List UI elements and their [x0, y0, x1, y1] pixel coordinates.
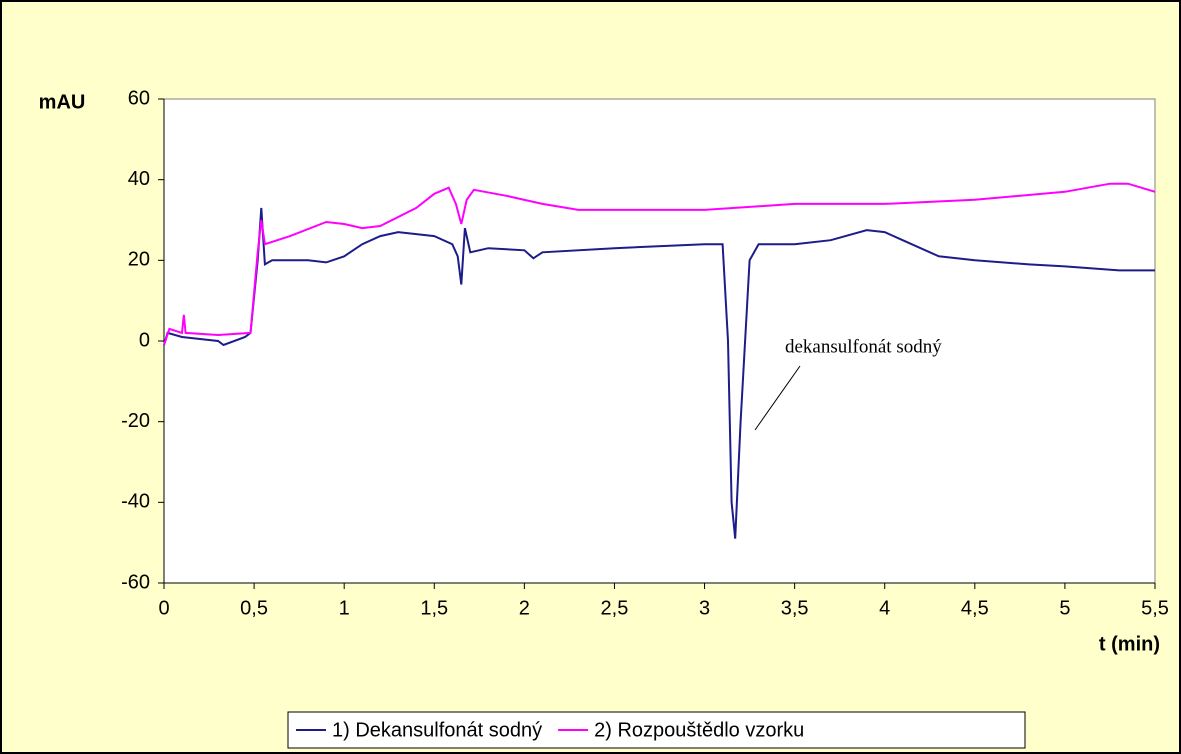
x-tick-label: 0 [158, 597, 169, 619]
x-tick-label: 2,5 [601, 597, 629, 619]
x-tick-label: 5,5 [1141, 597, 1169, 619]
annotation: dekansulfonát sodný [785, 336, 942, 357]
x-tick-label: 3,5 [781, 597, 809, 619]
legend-label: 1) Dekansulfonát sodný [332, 719, 542, 741]
data-line [163, 182, 1156, 346]
x-tick-label: 1 [339, 597, 350, 619]
x-tick-label: 2 [519, 597, 530, 619]
x-tick-label: 1,5 [420, 597, 448, 619]
y-tick-label: 20 [128, 249, 150, 271]
y-tick-label: 60 [128, 87, 150, 109]
y-tick-label: 0 [139, 329, 150, 351]
y-tick-label: 40 [128, 168, 150, 190]
plot-area [163, 98, 1156, 584]
x-tick-label: 0,5 [240, 597, 268, 619]
x-tick-label: 5 [1059, 597, 1070, 619]
legend-label: 2) Rozpouštědlo vzorku [594, 719, 804, 741]
x-tick-label: 4,5 [961, 597, 989, 619]
y-tick-label: -60 [121, 571, 150, 593]
annotation-leader [754, 365, 801, 431]
y-tick-label: -20 [121, 410, 150, 432]
legend-box [287, 711, 1026, 749]
y-tick-label: -40 [121, 491, 150, 513]
x-tick-label: 3 [699, 597, 710, 619]
y-axis-label: mAU [39, 91, 86, 113]
x-axis-label: t (min) [1099, 633, 1160, 655]
x-tick-label: 4 [879, 597, 890, 619]
